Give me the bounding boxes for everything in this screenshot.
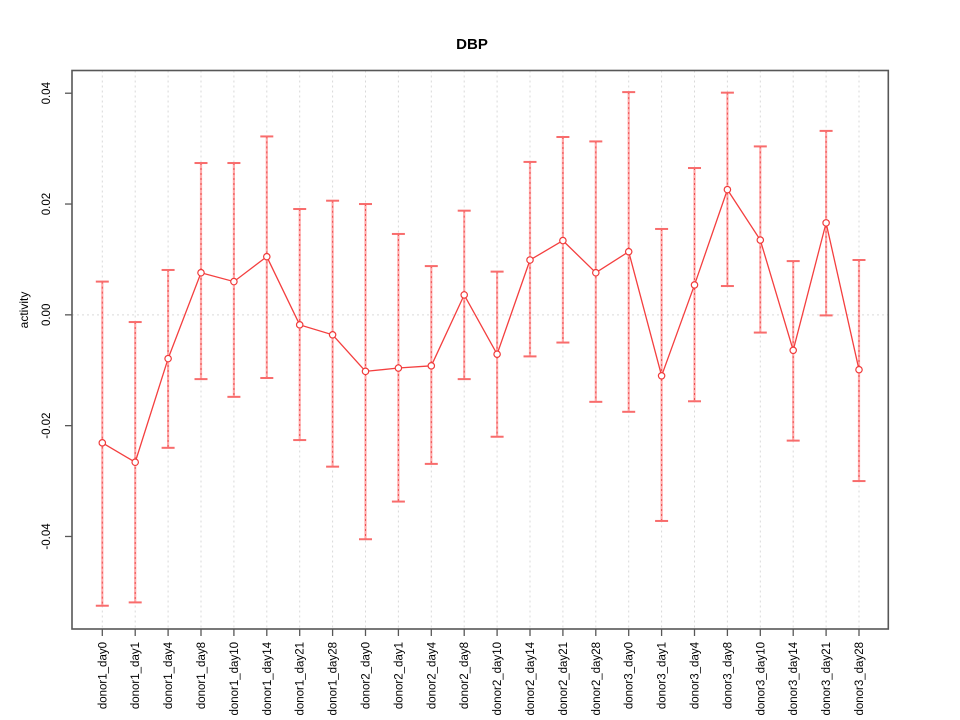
x-tick-label: donor1_day1 xyxy=(130,642,142,709)
data-point xyxy=(230,277,238,286)
x-tick-label: donor1_day8 xyxy=(196,642,208,709)
x-tick-label: donor3_day21 xyxy=(821,642,833,716)
x-tick-label: donor1_day0 xyxy=(97,642,109,709)
x-tick-label: donor2_day10 xyxy=(492,642,504,716)
x-tick-label: donor3_day14 xyxy=(788,641,800,715)
x-tick-label: donor2_day0 xyxy=(361,642,373,709)
data-point xyxy=(624,247,633,256)
chart-title: DBP xyxy=(456,36,488,53)
data-point xyxy=(328,330,337,339)
x-tick-label: donor1_day14 xyxy=(262,641,274,715)
x-tick-label: donor1_day28 xyxy=(328,642,340,716)
data-point xyxy=(295,321,304,329)
y-axis: -0.04 -0.02 0.00 0.02 0.04 xyxy=(41,81,72,550)
data-point xyxy=(591,268,600,277)
data-point xyxy=(98,439,107,447)
y-tick-label: -0.02 xyxy=(41,413,53,439)
data-point xyxy=(197,268,205,277)
data-point xyxy=(789,346,798,355)
data-point xyxy=(559,236,567,245)
x-tick-label: donor2_day21 xyxy=(558,642,570,716)
data-point xyxy=(756,236,765,244)
x-tick-label: donor1_day10 xyxy=(229,642,241,716)
y-tick-label: 0.00 xyxy=(41,304,53,326)
data-point xyxy=(493,350,501,358)
data-point xyxy=(361,367,370,376)
data-point xyxy=(262,252,271,261)
x-tick-label: donor3_day28 xyxy=(854,642,866,716)
error-bars xyxy=(95,91,866,607)
x-tick-label: donor3_day1 xyxy=(657,642,669,709)
y-tick-label: 0.04 xyxy=(41,81,53,104)
series-polyline xyxy=(101,188,860,464)
data-point xyxy=(822,219,830,227)
data-point xyxy=(855,365,863,374)
series-line xyxy=(101,188,860,464)
data-point xyxy=(460,291,469,299)
x-axis: donor1_day0 donor1_day1 donor1_day4 donor1_… xyxy=(97,629,866,716)
data-point xyxy=(427,362,436,370)
data-point xyxy=(657,371,666,380)
data-point xyxy=(526,256,534,264)
x-tick-label: donor2_day14 xyxy=(525,641,537,715)
x-tick-label: donor2_day1 xyxy=(393,642,405,709)
data-point xyxy=(690,281,699,289)
data-point xyxy=(131,458,140,467)
x-tick-label: donor3_day4 xyxy=(690,641,702,709)
x-tick-label: donor3_day0 xyxy=(624,642,636,709)
x-tick-label: donor3_day8 xyxy=(722,642,734,709)
x-tick-label: donor1_day21 xyxy=(295,642,307,716)
x-tick-label: donor2_day28 xyxy=(591,642,603,716)
x-tick-label: donor1_day4 xyxy=(163,641,175,709)
plot-border xyxy=(71,69,890,630)
y-tick-label: 0.02 xyxy=(41,193,53,215)
x-tick-label: donor3_day10 xyxy=(755,642,767,716)
data-point xyxy=(164,354,172,363)
data-point xyxy=(723,185,732,194)
data-point xyxy=(394,364,403,372)
gridlines xyxy=(72,70,889,629)
y-tick-label: -0.04 xyxy=(41,523,53,550)
y-axis-label: activity xyxy=(17,292,31,329)
x-tick-label: donor2_day8 xyxy=(459,642,471,709)
data-points xyxy=(98,185,863,467)
x-tick-label: donor2_day4 xyxy=(426,641,438,709)
